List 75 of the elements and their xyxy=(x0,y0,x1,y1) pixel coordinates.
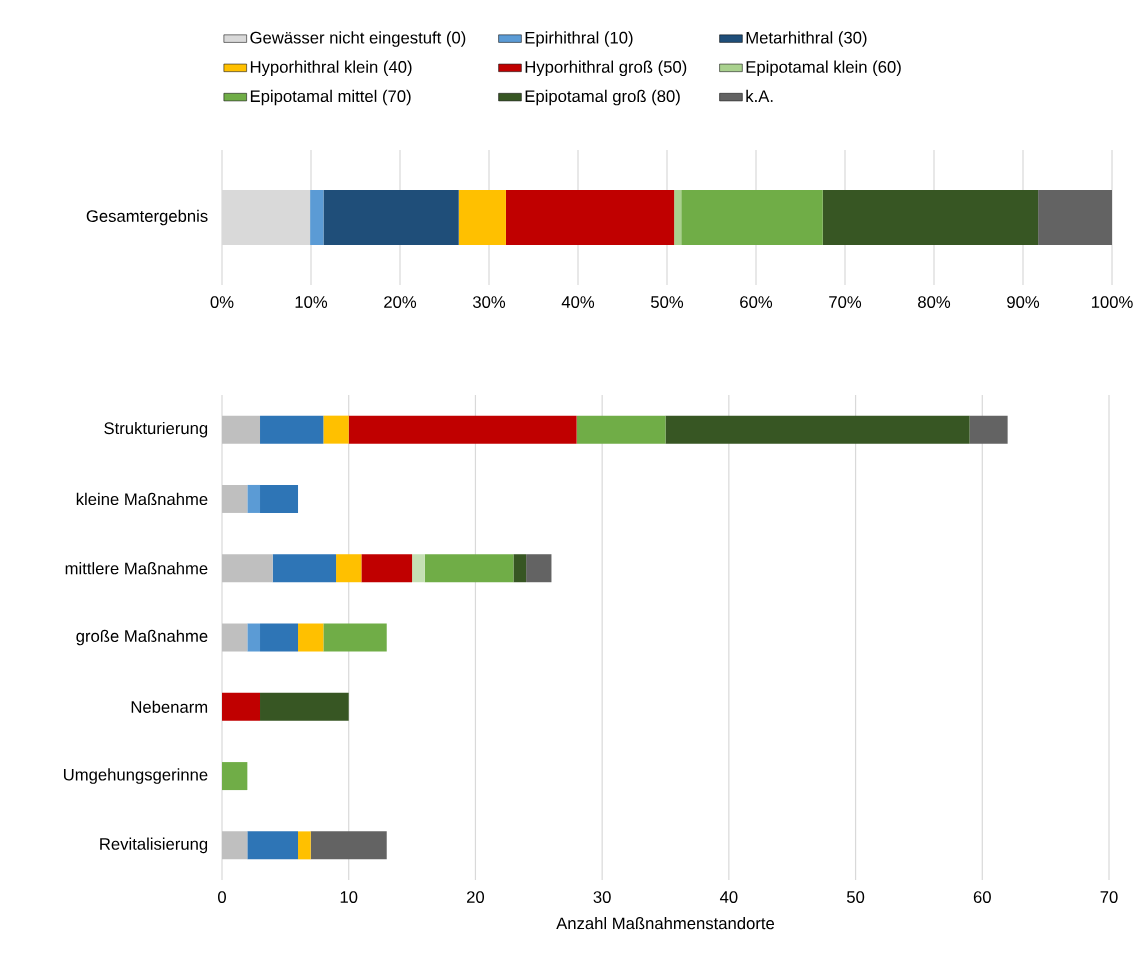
x-tick-label: 60% xyxy=(740,296,773,308)
bar xyxy=(969,415,1008,444)
bar xyxy=(513,554,527,583)
bar xyxy=(247,623,261,652)
bar xyxy=(681,190,823,246)
y-tick-label: große Maßnahme xyxy=(76,629,208,646)
bar xyxy=(247,484,261,513)
legend-label: k.A. xyxy=(746,89,773,102)
bar xyxy=(260,692,349,721)
bar xyxy=(323,190,459,246)
bar xyxy=(412,554,425,583)
x-tick-label: 50 xyxy=(846,891,865,903)
bar xyxy=(222,484,248,513)
x-tick-label: 50% xyxy=(651,296,684,308)
y-tick-label: Strukturierung xyxy=(104,421,208,438)
legend-label: Metarhithral (30) xyxy=(746,31,867,47)
bar xyxy=(310,190,324,246)
legend-label: Hyporhithral groß (50) xyxy=(525,60,687,77)
legend-label: Epipotamal klein (60) xyxy=(746,60,901,77)
legend-label: Gewässer nicht eingestuft (0) xyxy=(250,31,466,47)
y-tick-label: kleine Maßnahme xyxy=(76,492,208,506)
bar xyxy=(424,554,514,583)
bar xyxy=(247,831,299,860)
x-tick-label: 0 xyxy=(218,891,226,903)
bar xyxy=(222,554,273,583)
x-tick-label: 10% xyxy=(295,296,328,308)
bar xyxy=(298,623,324,652)
x-tick-label: 30% xyxy=(472,296,506,308)
x-tick-label: 10 xyxy=(340,891,358,903)
legend-label: Epipotamal mittel (70) xyxy=(250,89,411,106)
x-tick-label: 40 xyxy=(719,891,738,903)
x-tick-label: 0% xyxy=(210,296,234,308)
y-tick-label: mittlere Maßnahme xyxy=(65,562,208,575)
bar xyxy=(336,554,362,583)
bar xyxy=(458,190,506,246)
bar xyxy=(822,190,1039,246)
y-tick-label: Gesamtergebnis xyxy=(86,209,208,226)
x-tick-label: 70 xyxy=(1100,891,1118,903)
x-tick-label: 60 xyxy=(973,891,991,903)
bar xyxy=(222,623,248,652)
bar xyxy=(323,415,349,444)
x-tick-label: 70% xyxy=(829,296,862,308)
bar xyxy=(674,190,682,246)
x-tick-label: 80% xyxy=(918,296,951,308)
bar xyxy=(272,554,337,583)
x-tick-label: 20 xyxy=(467,891,485,903)
bar xyxy=(526,554,552,583)
bar xyxy=(260,484,299,513)
x-tick-label: 90% xyxy=(1007,296,1040,308)
bar xyxy=(323,623,387,652)
bar xyxy=(310,831,387,860)
y-tick-label: Revitalisierung xyxy=(100,837,208,854)
bar xyxy=(222,415,261,444)
bar xyxy=(576,415,666,444)
bar xyxy=(222,692,261,721)
bar xyxy=(1038,190,1113,246)
x-tick-label: 100% xyxy=(1091,296,1133,308)
legend-label: Hyporhithral klein (40) xyxy=(250,60,412,77)
x-tick-label: 40% xyxy=(561,296,595,308)
bar xyxy=(361,554,413,583)
y-tick-label: Umgehungsgerinne xyxy=(63,768,208,784)
bar xyxy=(298,831,311,860)
bar xyxy=(260,623,299,652)
bar xyxy=(505,190,675,246)
y-tick-label: Nebenarm xyxy=(131,700,208,713)
x-tick-label: 20% xyxy=(384,296,417,308)
bar xyxy=(260,415,324,444)
x-tick-label: 30 xyxy=(593,891,611,903)
bar xyxy=(348,415,577,444)
x-axis-title: Anzahl Maßnahmenstandorte xyxy=(556,917,775,930)
legend-label: Epipotamal groß (80) xyxy=(525,89,680,106)
bar xyxy=(222,762,248,791)
bar xyxy=(665,415,970,444)
legend-label: Epirhithral (10) xyxy=(525,31,633,47)
bar xyxy=(222,831,248,860)
